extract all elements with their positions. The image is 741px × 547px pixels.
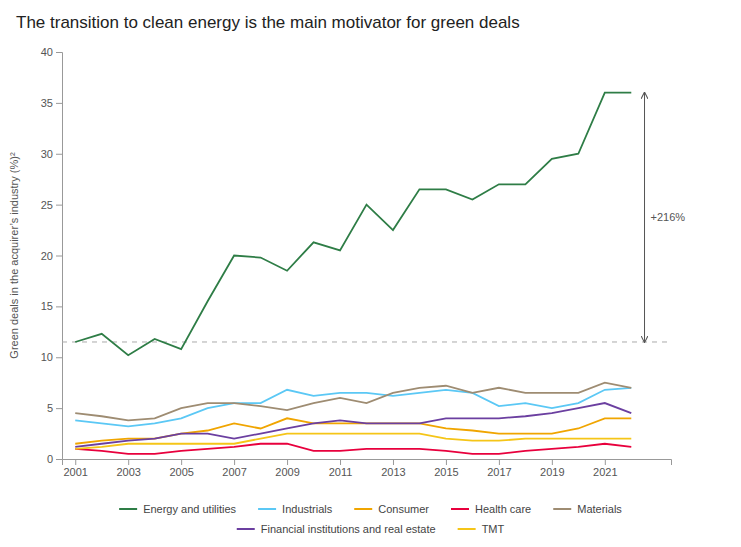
- tick-label: 2005: [169, 466, 193, 478]
- tick-label: 2011: [329, 466, 353, 478]
- tick-mark: [552, 459, 553, 465]
- tick-label: 2003: [116, 466, 140, 478]
- tick: 0: [47, 453, 62, 465]
- tick-label: 15: [41, 300, 53, 312]
- tick-mark: [128, 459, 129, 465]
- tick: 2017: [487, 459, 511, 478]
- tick: 25: [41, 199, 62, 211]
- tick-label: 20: [41, 250, 53, 262]
- legend-label: Financial institutions and real estate: [261, 523, 436, 535]
- tick-label: 2007: [222, 466, 246, 478]
- series-line: [75, 93, 631, 356]
- tick-mark: [56, 357, 62, 358]
- tick-mark: [234, 459, 235, 465]
- annotation: +216%: [651, 211, 686, 223]
- tick-mark: [75, 459, 76, 465]
- series-line: [75, 444, 631, 454]
- tick-mark: [56, 52, 62, 53]
- tick: 5: [47, 402, 62, 414]
- tick: 2019: [540, 459, 564, 478]
- tick-label: 40: [41, 46, 53, 58]
- legend-label: Energy and utilities: [143, 503, 236, 515]
- tick: 2015: [434, 459, 458, 478]
- tick-label: 30: [41, 148, 53, 160]
- tick-label: 2017: [487, 466, 511, 478]
- tick-mark: [56, 306, 62, 307]
- tick: 15: [41, 300, 62, 312]
- tick-label: 10: [41, 351, 53, 363]
- tick-mark: [605, 459, 606, 465]
- tick-label: 35: [41, 97, 53, 109]
- tick: 20: [41, 250, 62, 262]
- legend-label: Materials: [577, 503, 622, 515]
- y-axis-label: Green deals in the acquirer’s industry (…: [8, 152, 20, 359]
- axis-line: [56, 53, 63, 460]
- tick-label: 2015: [434, 466, 458, 478]
- legend-item: Materials: [553, 503, 622, 515]
- series-line: [75, 403, 631, 447]
- tick-label: 2001: [63, 466, 87, 478]
- legend-item: Industrials: [258, 503, 333, 515]
- tick: 35: [41, 97, 62, 109]
- legend-item: Energy and utilities: [119, 503, 236, 515]
- tick-mark: [287, 459, 288, 465]
- x-axis: 2001 2003 2005 2007 2009 2011 2013 2015 2017 2019…: [63, 459, 672, 478]
- tick-label: 0: [47, 453, 53, 465]
- tick: 2021: [593, 459, 617, 478]
- axis-line: [63, 460, 672, 466]
- legend-swatch: [458, 528, 476, 530]
- legend-item: TMT: [458, 523, 505, 535]
- chart: The transition to clean energy is the ma…: [0, 0, 741, 547]
- tick-mark: [56, 459, 62, 460]
- series-line: [75, 434, 631, 449]
- legend-swatch: [354, 508, 372, 510]
- legend-swatch: [451, 508, 469, 510]
- tick-mark: [446, 459, 447, 465]
- series-line: [75, 383, 631, 421]
- tick: 2009: [275, 459, 299, 478]
- legend-swatch: [258, 508, 276, 510]
- legend-swatch: [237, 528, 255, 530]
- tick: 2003: [116, 459, 140, 478]
- tick-mark: [56, 408, 62, 409]
- tick: 10: [41, 351, 62, 363]
- plot-area: [62, 93, 671, 454]
- tick-label: 25: [41, 199, 53, 211]
- tick: 2001: [63, 459, 87, 478]
- legend: Energy and utilities Industrials Consumer H…: [119, 503, 622, 535]
- tick-mark: [499, 459, 500, 465]
- legend-item: Consumer: [354, 503, 429, 515]
- legend-label: Industrials: [282, 503, 333, 515]
- tick: 2011: [329, 459, 353, 478]
- tick: 2005: [169, 459, 193, 478]
- reference-line: [62, 341, 671, 342]
- y-axis: 0 5 10 15 20 25 30 35 40: [41, 46, 63, 465]
- title: The transition to clean energy is the ma…: [16, 13, 520, 32]
- legend-item: Financial institutions and real estate: [237, 523, 436, 535]
- tick: 40: [41, 46, 62, 58]
- legend-swatch: [119, 508, 137, 510]
- tick-label: 2021: [593, 466, 617, 478]
- tick: 2013: [381, 459, 405, 478]
- legend-label: Consumer: [378, 503, 429, 515]
- legend-label: TMT: [482, 523, 505, 535]
- tick-mark: [393, 459, 394, 465]
- tick-mark: [340, 459, 341, 465]
- tick-label: 2019: [540, 466, 564, 478]
- annotation-arrow: [644, 93, 645, 342]
- tick: 2007: [222, 459, 246, 478]
- legend-label: Health care: [475, 503, 531, 515]
- tick: 30: [41, 148, 62, 160]
- tick-label: 2013: [381, 466, 405, 478]
- tick-mark: [56, 205, 62, 206]
- legend-item: Health care: [451, 503, 531, 515]
- tick-mark: [56, 103, 62, 104]
- tick-label: 2009: [275, 466, 299, 478]
- tick-mark: [56, 154, 62, 155]
- tick-mark: [181, 459, 182, 465]
- legend-swatch: [553, 508, 571, 510]
- tick-mark: [56, 256, 62, 257]
- tick-label: 5: [47, 402, 53, 414]
